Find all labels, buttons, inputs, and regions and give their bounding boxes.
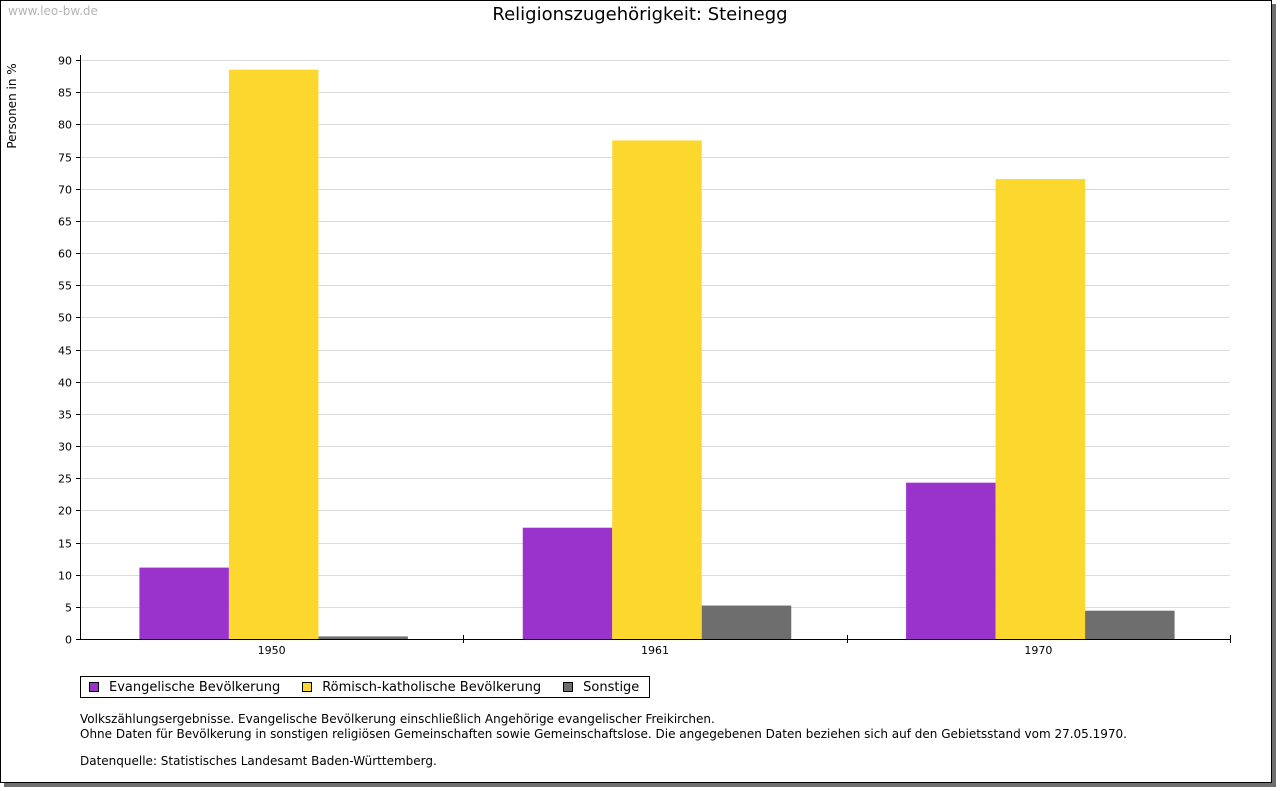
legend-item-sonstige: Sonstige — [563, 680, 639, 695]
bar-sonstige-1950 — [318, 636, 408, 639]
bar-katholisch-1950 — [228, 69, 319, 639]
legend-swatch-sonstige — [563, 682, 574, 692]
y-tick-label: 5 — [65, 602, 72, 615]
y-tick-label: 80 — [58, 119, 72, 132]
legend-swatch-katholisch — [302, 682, 313, 692]
y-tick-label: 90 — [58, 55, 72, 68]
y-tick-label: 25 — [58, 473, 72, 486]
y-tick-label: 85 — [58, 87, 72, 100]
legend-label-sonstige: Sonstige — [583, 679, 640, 695]
chart-notes: Volkszählungsergebnisse. Evangelische Be… — [80, 712, 1127, 769]
note-line-1: Volkszählungsergebnisse. Evangelische Be… — [80, 712, 715, 726]
y-tick-label: 30 — [58, 441, 72, 454]
watermark: www.leo-bw.de — [8, 4, 98, 18]
y-axis-title: Personen in % — [5, 63, 19, 148]
legend: Evangelische Bevölkerung Römisch-katholi… — [80, 676, 651, 698]
y-tick-label: 55 — [58, 280, 72, 293]
legend-label-evangelisch: Evangelische Bevölkerung — [109, 679, 281, 695]
bar-evangelisch-1961 — [522, 527, 613, 639]
y-tick-label: 15 — [58, 538, 72, 551]
note-line-2: Ohne Daten für Bevölkerung in sonstigen … — [80, 727, 1127, 741]
bar-katholisch-1961 — [612, 140, 702, 639]
y-tick-label: 60 — [58, 248, 72, 261]
y-tick-label: 70 — [58, 184, 72, 197]
bar-katholisch-1970 — [995, 179, 1086, 639]
legend-swatch-evangelisch — [89, 682, 99, 692]
chart-title: Religionszugehörigkeit: Steinegg — [492, 4, 788, 25]
y-tick-label: 20 — [58, 505, 72, 518]
y-tick-label: 75 — [58, 152, 72, 165]
bar-evangelisch-1950 — [139, 567, 229, 639]
legend-item-evangelisch: Evangelische Bevölkerung — [89, 680, 280, 695]
legend-item-katholisch: Römisch-katholische Bevölkerung — [302, 680, 541, 695]
y-tick-label: 0 — [65, 634, 72, 647]
legend-label-katholisch: Römisch-katholische Bevölkerung — [322, 679, 542, 695]
y-tick-label: 50 — [58, 312, 72, 325]
x-tick-label: 1961 — [641, 644, 669, 657]
y-tick-label: 45 — [58, 345, 72, 358]
data-source: Datenquelle: Statistisches Landesamt Bad… — [80, 754, 437, 768]
y-tick-label: 40 — [58, 377, 72, 390]
bar-evangelisch-1970 — [906, 482, 996, 639]
bar-sonstige-1970 — [1085, 610, 1175, 639]
y-tick-label: 35 — [58, 409, 72, 422]
y-tick-label: 65 — [58, 216, 72, 229]
x-tick-label: 1950 — [258, 644, 286, 657]
bar-sonstige-1961 — [701, 605, 792, 639]
y-tick-label: 10 — [58, 570, 72, 583]
x-tick-label: 1970 — [1024, 644, 1052, 657]
